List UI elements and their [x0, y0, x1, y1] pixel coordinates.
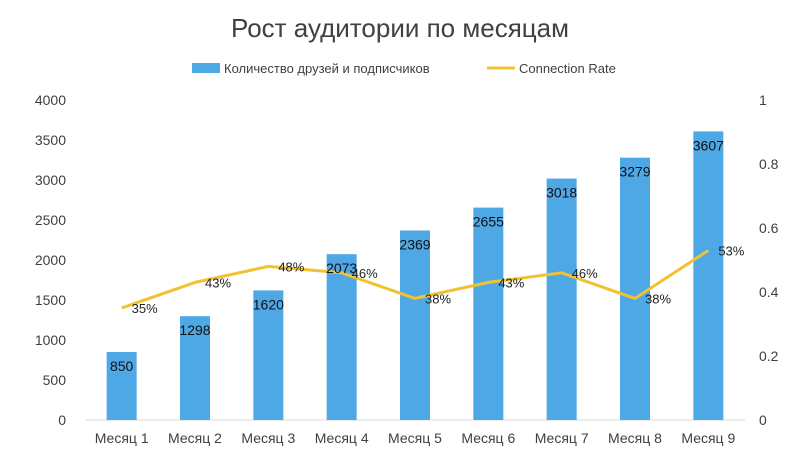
line-data-label: 53%	[718, 243, 744, 258]
line-series	[121, 249, 710, 310]
category-label: Месяц 2	[168, 430, 222, 446]
legend-bar-swatch	[192, 63, 220, 73]
category-label: Месяц 6	[461, 430, 515, 446]
line-data-label: 43%	[205, 275, 231, 290]
bar-data-label: 2369	[399, 236, 430, 252]
bar	[180, 316, 210, 420]
left-tick-label: 2500	[35, 212, 66, 228]
left-tick-label: 3000	[35, 172, 66, 188]
bar	[106, 352, 137, 420]
left-tick-label: 0	[58, 412, 66, 428]
legend: Количество друзей и подписчиков Connecti…	[192, 61, 616, 76]
category-label: Месяц 1	[95, 430, 149, 446]
left-tick-label: 4000	[35, 92, 66, 108]
right-tick-label: 0.8	[759, 156, 779, 172]
bar-data-label: 1620	[253, 296, 284, 312]
left-tick-label: 2000	[35, 252, 66, 268]
bar-data-label: 3279	[619, 164, 650, 180]
category-axis-labels: Месяц 1 Месяц 2 Месяц 3 Месяц 4 Месяц 5 Месяц…	[95, 430, 736, 446]
bar-data-labels: 850 1298 1620 2073 2369 2655 3018 3279 3607	[110, 137, 724, 374]
category-label: Месяц 8	[608, 430, 662, 446]
bar	[620, 157, 650, 420]
bar-data-label: 2073	[326, 260, 357, 276]
bar	[253, 290, 284, 420]
legend-line-label: Connection Rate	[519, 61, 616, 76]
left-tick-label: 1000	[35, 332, 66, 348]
left-tick-label: 3500	[35, 132, 66, 148]
bar-data-label: 3018	[546, 185, 577, 201]
category-label: Месяц 7	[535, 430, 589, 446]
category-label: Месяц 9	[681, 430, 735, 446]
line-data-label: 46%	[352, 266, 378, 281]
line-data-label: 43%	[498, 275, 524, 290]
bar-series	[106, 131, 724, 420]
chart-title: Рост аудитории по месяцам	[231, 13, 569, 43]
bar-data-label: 1298	[179, 322, 210, 338]
line-path	[121, 249, 710, 310]
bar	[546, 178, 577, 420]
line-data-label: 38%	[645, 291, 671, 306]
legend-bar-label: Количество друзей и подписчиков	[224, 61, 430, 76]
line-data-label: 48%	[278, 259, 304, 274]
right-tick-label: 1	[759, 92, 767, 108]
bar-data-label: 3607	[693, 137, 724, 153]
line-data-labels: 35% 43% 48% 46% 38% 43% 46% 38% 53%	[132, 243, 745, 316]
category-label: Месяц 4	[315, 430, 369, 446]
category-label: Месяц 3	[241, 430, 295, 446]
right-tick-label: 0	[759, 412, 767, 428]
bar	[693, 131, 724, 420]
bar-data-label: 850	[110, 358, 134, 374]
line-data-label: 35%	[132, 301, 158, 316]
line-data-label: 46%	[572, 266, 598, 281]
left-tick-label: 1500	[35, 292, 66, 308]
bar	[326, 254, 357, 420]
right-tick-label: 0.4	[759, 284, 779, 300]
bar-data-label: 2655	[473, 214, 504, 230]
right-axis: 0 0.2 0.4 0.6 0.8 1	[759, 92, 779, 428]
line-data-label: 38%	[425, 291, 451, 306]
category-label: Месяц 5	[388, 430, 442, 446]
bar	[473, 207, 504, 420]
left-tick-label: 500	[43, 372, 67, 388]
right-tick-label: 0.2	[759, 348, 779, 364]
right-tick-label: 0.6	[759, 220, 779, 236]
bar	[400, 230, 430, 420]
left-axis: 0 500 1000 1500 2000 2500 3000 3500 4000	[35, 92, 66, 428]
